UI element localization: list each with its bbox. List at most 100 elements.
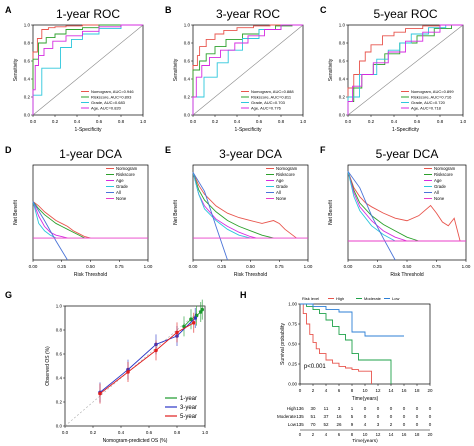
risk-table-cell: 136 (296, 406, 304, 411)
risk-table-cell: 0 (403, 414, 406, 419)
y-tick-label: 0.4 (24, 77, 31, 82)
risk-table-cell: 4 (364, 422, 367, 427)
risk-table-cell: 0 (364, 414, 367, 419)
x-tick-label: 8 (351, 388, 354, 393)
risk-table-x-label: Time(years) (352, 438, 378, 444)
x-axis-label: Risk Threshold (74, 272, 107, 278)
series-line-high (300, 303, 372, 384)
x-tick-label: 6 (338, 388, 341, 393)
x-axis-label: 1-Specificity (235, 127, 262, 133)
data-point (182, 324, 186, 329)
legend-entry: Age (276, 178, 284, 183)
x-tick-label: 0 (299, 388, 302, 393)
x-axis-label: Time(years) (352, 396, 379, 402)
series-line-grade-auc-0-683 (32, 24, 143, 115)
panel-label: B (165, 5, 172, 15)
chart-svg: 0.0 0.2 0.4 0.6 0.8 1.0 0.0 0.2 0.4 0.6 0.8 1.0 1-Sp… (173, 23, 307, 134)
x-tick-label: 1.0 (202, 430, 209, 435)
y-tick-label: 0.6 (184, 59, 191, 64)
legend-entry: Age (434, 178, 442, 183)
y-axis-label: Net Benefit (328, 200, 334, 225)
series-line-riskscore (347, 171, 419, 242)
risk-table-cell: 3 (338, 406, 341, 411)
x-tick-label: 20 (427, 388, 433, 393)
chart-title: 5-year DCA (375, 147, 439, 161)
risk-table-cell: 0 (429, 422, 432, 427)
panel-label: C (320, 5, 327, 15)
series-line-age (192, 172, 257, 239)
risk-table-cell: 135 (296, 422, 304, 427)
series-line-age (347, 171, 408, 242)
risk-table-tick-label: 16 (402, 432, 407, 437)
x-tick-label: 0.2 (368, 119, 375, 124)
legend-entry: Riskscore, AUC=0.811 (251, 95, 292, 100)
legend-entry: Grade, AUC=0.683 (91, 100, 126, 105)
risk-table-cell: 51 (310, 414, 316, 419)
series-line-nomogram-auc-0-888 (192, 24, 303, 115)
series-line-grade-auc-0-720 (347, 24, 463, 115)
legend-entry: Grade (434, 184, 447, 189)
legend-entry: 3-year (180, 405, 197, 411)
y-axis-label: Net Benefit (173, 200, 179, 225)
x-tick-label: 0.50 (403, 264, 412, 269)
legend-entry: Nomogram, AUC=0.899 (411, 89, 454, 94)
risk-table-cell: 16 (336, 414, 342, 419)
risk-table-cell: 0 (364, 406, 367, 411)
y-tick-label: 0.6 (56, 352, 63, 357)
panel-label: D (5, 145, 12, 155)
series-line-grade (347, 171, 396, 242)
legend-entry: Nomogram (434, 166, 456, 171)
legend-entry: Age, AUC=0.820 (91, 106, 122, 111)
risk-table-cell: 52 (323, 422, 329, 427)
y-tick-label: 0.8 (184, 41, 191, 46)
legend-entry: All (116, 190, 121, 195)
x-tick-label: 0.4 (118, 430, 125, 435)
risk-table-cell: 0 (377, 406, 380, 411)
x-axis-label: Nomogram-predicted OS (%) (103, 438, 168, 444)
risk-table-cell: 70 (310, 422, 316, 427)
legend-entry: Grade (116, 184, 129, 189)
series-line-age-auc-0-776 (192, 24, 303, 115)
legend-entry: Moderate (364, 296, 382, 301)
legend-entry: None (116, 196, 127, 201)
y-tick-label: 0.8 (339, 41, 346, 46)
chart-title: 3-year DCA (219, 147, 282, 161)
x-tick-label: 1.00 (144, 264, 153, 269)
y-axis-label: Sensitivity (13, 58, 19, 81)
x-tick-label: 12 (375, 388, 381, 393)
x-tick-label: 0.75 (115, 264, 124, 269)
series-line-nomogram (32, 201, 91, 239)
series-line-grade (192, 172, 251, 239)
x-tick-label: 0.2 (90, 430, 97, 435)
risk-table-tick-label: 20 (428, 432, 433, 437)
data-point (200, 307, 204, 312)
y-tick-label: 0.0 (184, 113, 191, 118)
x-tick-label: 0.6 (146, 430, 153, 435)
x-tick-label: 0.25 (217, 264, 226, 269)
panel-e: E 3-year DCA 0.00 0.25 0.50 0.75 1.00 Risk Thre… (165, 145, 315, 278)
chart-title: 3-year ROC (215, 7, 280, 21)
y-tick-label: 0.25 (288, 362, 297, 367)
x-tick-label: 18 (414, 388, 420, 393)
y-tick-label: 0.0 (24, 113, 31, 118)
x-tick-label: 1.0 (140, 119, 147, 124)
series-line-all (32, 201, 68, 261)
y-tick-label: 1.0 (339, 23, 346, 28)
x-tick-label: 0.2 (212, 119, 219, 124)
chart-title: 1-year DCA (59, 147, 122, 161)
series-line-riskscore-auc-0-811 (192, 24, 303, 115)
legend-entry: Grade, AUC=0.703 (251, 100, 286, 105)
y-tick-label: 0.75 (288, 322, 297, 327)
y-tick-label: 0.6 (24, 59, 31, 64)
legend-entry: None (276, 196, 287, 201)
data-point (193, 316, 197, 320)
x-tick-label: 0.75 (275, 264, 284, 269)
x-tick-label: 0.0 (30, 119, 37, 124)
risk-table-cell: 0 (429, 414, 432, 419)
legend-entry: Age, AUC=0.776 (251, 106, 282, 111)
series-line-nomogram-auc-0-946 (32, 24, 143, 115)
x-tick-label: 0.8 (437, 119, 444, 124)
panel-b: B 3-year ROC 0.0 0.2 0.4 0.6 0.8 1.0 0.0 0.2 0.4 0.… (165, 5, 310, 134)
risk-table-cell: 0 (390, 414, 393, 419)
risk-table-cell: 11 (324, 406, 329, 411)
